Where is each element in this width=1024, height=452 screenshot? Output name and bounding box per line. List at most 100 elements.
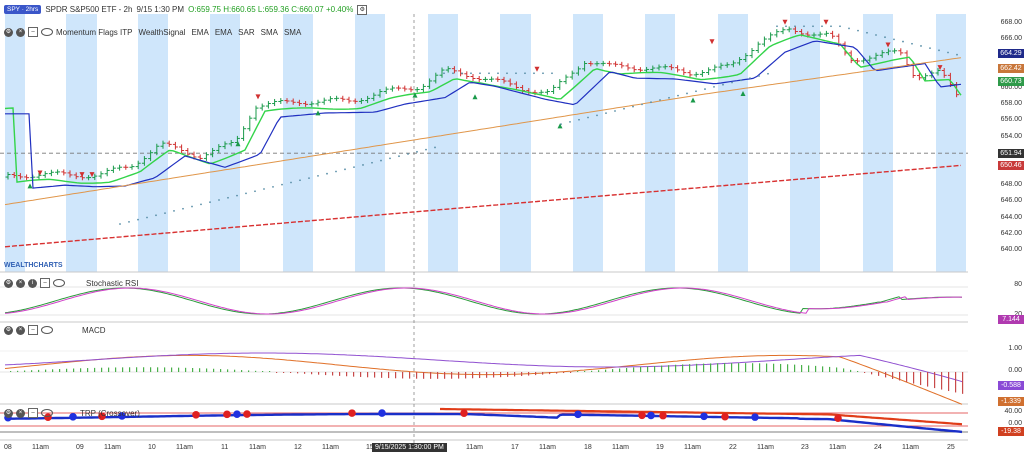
macd-histogram-bar — [304, 372, 306, 374]
macd-histogram-bar — [38, 369, 40, 372]
macd-histogram-bar — [500, 372, 502, 378]
sar-dot — [749, 77, 751, 80]
minimize-icon[interactable]: – — [28, 408, 38, 418]
visibility-icon[interactable] — [41, 28, 53, 36]
sar-dot — [506, 72, 508, 75]
macd-histogram-bar — [437, 372, 439, 379]
ema-slow-line — [5, 40, 962, 189]
settings-icon[interactable]: ⚙ — [4, 408, 13, 418]
chart-title: SPDR S&P500 ETF - 2h — [45, 5, 133, 14]
legend-item[interactable]: EMA — [191, 27, 209, 37]
macd-histogram-bar — [220, 369, 222, 372]
sar-dot — [623, 107, 625, 110]
settings-icon[interactable]: ⚙ — [4, 27, 13, 37]
sar-dot — [227, 196, 229, 199]
macd-histogram-bar — [262, 371, 264, 372]
sar-dot — [569, 121, 571, 123]
price-tick-label: 666.00 — [1000, 35, 1022, 43]
macd-histogram-bar — [206, 368, 208, 372]
macd-histogram-bar — [493, 372, 495, 378]
sar-dot — [587, 116, 589, 119]
sar-dot — [956, 53, 958, 56]
time-tick-label: 25 — [947, 444, 955, 451]
indicator-legend: ⚙ × – Momentum Flags ITP WealthSignal EMA E… — [4, 27, 307, 37]
settings-icon[interactable]: ⚙ — [357, 4, 368, 15]
settings-icon[interactable]: ⚙ — [4, 325, 13, 335]
legend-item[interactable]: WealthSignal — [138, 27, 186, 37]
down-flag — [709, 39, 715, 45]
sar-dot — [398, 155, 400, 158]
macd-histogram-bar — [927, 372, 929, 387]
sar-dot — [659, 99, 661, 101]
price-tick-label: 646.00 — [1000, 197, 1022, 205]
visibility-icon[interactable] — [41, 409, 53, 417]
down-flag — [782, 19, 788, 25]
trp-crossover-marker — [834, 414, 842, 423]
macd-histogram-bar — [157, 367, 159, 372]
legend-item[interactable]: SMA — [260, 27, 278, 37]
sar-dot — [668, 96, 670, 99]
sar-dot — [353, 166, 355, 169]
sar-dot — [515, 72, 517, 75]
trp-tick-0: 0.00 — [1008, 420, 1022, 427]
macd-histogram-bar — [962, 372, 964, 394]
sar-dot — [605, 112, 607, 115]
minimize-icon[interactable]: – — [28, 325, 38, 335]
macd-histogram-bar — [115, 367, 117, 372]
stoch-value-tag: 7.144 — [998, 315, 1024, 324]
visibility-icon[interactable] — [53, 279, 65, 287]
close-icon[interactable]: × — [16, 27, 25, 37]
time-tick-label: 15 — [366, 444, 374, 451]
time-tick-label: 11am — [829, 444, 846, 451]
sar-dot — [290, 181, 292, 184]
sar-dot — [164, 212, 166, 215]
sar-dot — [488, 72, 490, 75]
macd-histogram-bar — [885, 372, 887, 378]
ohlc-readout: O:659.75 H:660.65 L:659.36 C:660.07 +0.4… — [188, 5, 354, 14]
trp-crossover-marker — [751, 413, 759, 421]
macd-histogram-bar — [164, 367, 166, 372]
minimize-icon[interactable]: – — [40, 278, 50, 288]
macd-histogram-bar — [563, 372, 565, 374]
legend-item[interactable]: Momentum Flags ITP — [56, 27, 133, 37]
sar-dot — [794, 25, 796, 28]
close-icon[interactable]: × — [16, 325, 25, 335]
macd-histogram-bar — [73, 368, 75, 372]
macd-histogram-bar — [591, 370, 593, 372]
time-tick-label: 11am — [104, 444, 121, 451]
sar-dot — [191, 205, 193, 208]
time-tick-label: 11am — [322, 444, 339, 451]
macd-tag-1: -0.588 — [998, 381, 1024, 390]
macd-histogram-bar — [878, 372, 880, 376]
macd-histogram-bar — [647, 366, 649, 372]
trp-crossover-marker — [647, 411, 655, 420]
legend-item[interactable]: SAR — [238, 27, 255, 37]
sar-dot — [416, 150, 418, 153]
settings-icon[interactable]: ⚙ — [4, 278, 13, 288]
macd-histogram-bar — [311, 372, 313, 375]
info-icon[interactable]: i — [28, 278, 37, 288]
visibility-icon[interactable] — [41, 326, 53, 334]
legend-item[interactable]: EMA — [214, 27, 233, 37]
sar-dot — [686, 92, 688, 95]
price-tag: 660.73 — [998, 77, 1024, 87]
close-icon[interactable]: × — [16, 408, 25, 418]
chart-header: SPY · 2hrs SPDR S&P500 ETF - 2h 9/15 1:3… — [4, 4, 368, 15]
macd-histogram-bar — [808, 365, 810, 372]
minimize-icon[interactable]: – — [28, 27, 38, 37]
crosshair-time-label: 9/15/2025 1:30:00 PM — [372, 443, 447, 452]
trp-crossover-marker — [460, 409, 468, 417]
sar-dot — [155, 214, 157, 217]
macd-histogram-bar — [836, 367, 838, 372]
price-tick-label: 668.00 — [1000, 19, 1022, 26]
sar-dot — [695, 90, 697, 93]
macd-histogram-bar — [199, 368, 201, 372]
time-tick-label: 23 — [801, 444, 809, 451]
symbol-badge[interactable]: SPY · 2hrs — [4, 5, 42, 14]
sar-dot — [929, 47, 931, 50]
ema-fast-line — [4, 34, 962, 184]
legend-item[interactable]: SMA — [283, 27, 302, 37]
session-band — [573, 14, 603, 272]
close-icon[interactable]: × — [16, 278, 25, 288]
